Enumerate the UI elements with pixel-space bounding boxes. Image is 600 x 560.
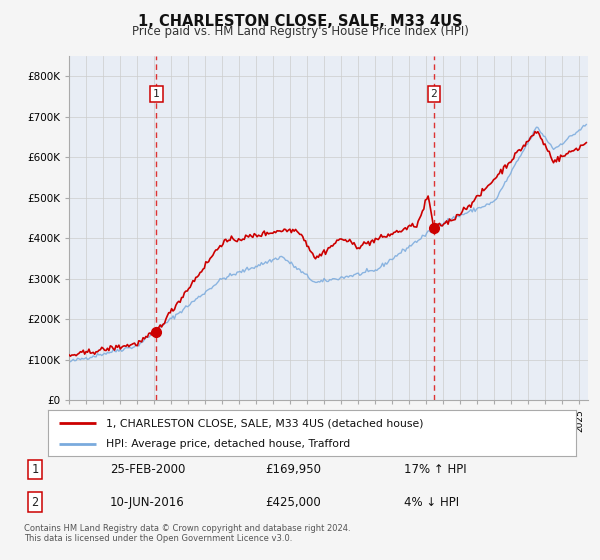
Text: 4% ↓ HPI: 4% ↓ HPI [404,496,459,509]
Text: 1: 1 [31,463,38,476]
Text: Price paid vs. HM Land Registry's House Price Index (HPI): Price paid vs. HM Land Registry's House … [131,25,469,38]
Text: 25-FEB-2000: 25-FEB-2000 [110,463,185,476]
Text: 2: 2 [31,496,38,509]
Text: HPI: Average price, detached house, Trafford: HPI: Average price, detached house, Traf… [106,438,350,449]
Text: 1, CHARLESTON CLOSE, SALE, M33 4US (detached house): 1, CHARLESTON CLOSE, SALE, M33 4US (deta… [106,418,424,428]
Text: 10-JUN-2016: 10-JUN-2016 [110,496,185,509]
Text: 2: 2 [430,89,437,99]
Text: £425,000: £425,000 [265,496,321,509]
Text: Contains HM Land Registry data © Crown copyright and database right 2024.
This d: Contains HM Land Registry data © Crown c… [24,524,350,543]
Text: 17% ↑ HPI: 17% ↑ HPI [404,463,466,476]
Text: £169,950: £169,950 [265,463,322,476]
Text: 1: 1 [153,89,160,99]
Text: 1, CHARLESTON CLOSE, SALE, M33 4US: 1, CHARLESTON CLOSE, SALE, M33 4US [137,14,463,29]
